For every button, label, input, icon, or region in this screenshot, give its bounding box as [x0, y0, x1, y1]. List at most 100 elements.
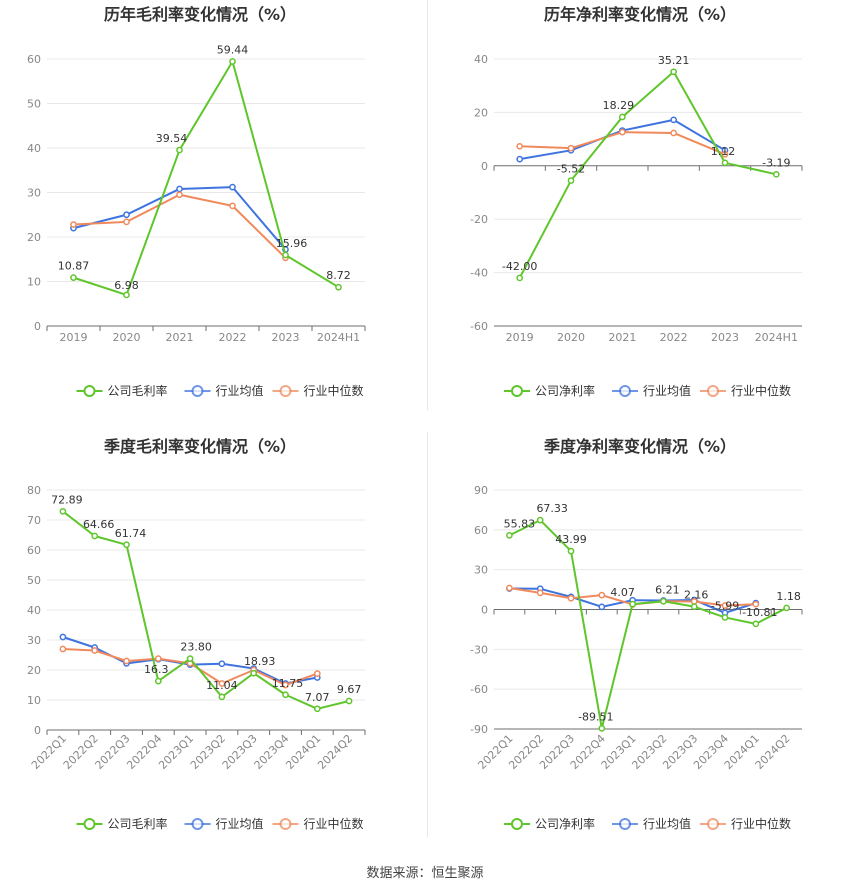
- y-tick-label: 10: [27, 694, 41, 707]
- data-point-industry_median: [752, 600, 760, 608]
- data-point-industry_median: [229, 202, 236, 210]
- data-label: 6.21: [655, 583, 680, 596]
- legend-marker-company: [511, 385, 523, 397]
- data-label: 72.89: [51, 493, 83, 506]
- y-tick-label: -20: [470, 213, 488, 226]
- chart-quarterly-net-margin-svg: 季度净利率变化情况（%）-90-60-3003060902022Q12022Q2…: [470, 437, 803, 831]
- data-label: 1.12: [711, 145, 736, 158]
- x-tick-label: 2019: [60, 331, 88, 344]
- data-point-company: [567, 177, 575, 184]
- data-label: 18.29: [603, 99, 635, 112]
- data-label: 43.99: [555, 533, 587, 546]
- data-label: 15.96: [276, 237, 308, 250]
- data-label: 9.67: [337, 683, 362, 696]
- data-point-company: [176, 146, 183, 154]
- data-label: -10.81: [742, 606, 777, 619]
- data-label: 59.44: [217, 43, 249, 56]
- data-point-company: [721, 614, 729, 621]
- y-tick-label: 30: [474, 564, 488, 577]
- y-tick-label: 50: [27, 98, 41, 111]
- y-tick-label: 40: [474, 53, 488, 66]
- data-label: 4.07: [610, 586, 635, 599]
- data-point-industry_median: [70, 221, 77, 228]
- x-tick-label: 2020: [557, 331, 585, 344]
- data-point-company: [186, 655, 194, 662]
- x-tick-label: 2022: [660, 331, 688, 344]
- data-source-value: 恒生聚源: [431, 866, 484, 881]
- y-tick-label: 40: [27, 604, 41, 617]
- data-point-company: [123, 541, 130, 549]
- data-point-company: [670, 68, 678, 76]
- data-label: 39.54: [156, 132, 188, 145]
- y-tick-label: 0: [34, 320, 41, 333]
- data-point-company: [690, 603, 698, 610]
- data-label: 10.87: [58, 260, 90, 273]
- data-point-industry_median: [598, 591, 606, 599]
- data-point-industry_median: [91, 647, 99, 654]
- legend-label-industry_median: 行业中位数: [304, 383, 364, 398]
- x-tick-label: 2019: [506, 331, 534, 344]
- data-point-industry_median: [721, 150, 729, 158]
- y-tick-label: -90: [470, 723, 488, 736]
- data-point-company: [772, 170, 780, 178]
- data-point-company: [282, 691, 289, 699]
- legend-marker-company: [511, 818, 523, 830]
- data-point-industry_median: [618, 128, 626, 136]
- data-label: 8.72: [326, 269, 351, 282]
- chart-title: 季度净利率变化情况（%）: [543, 437, 736, 456]
- y-tick-label: 50: [27, 574, 41, 587]
- x-tick-label: 2023: [711, 331, 739, 344]
- x-tick-label: 2022: [219, 331, 247, 344]
- data-label: -5.99: [711, 599, 739, 612]
- data-point-industry_avg: [229, 183, 236, 191]
- x-tick-label: 2021: [608, 331, 636, 344]
- data-point-industry_avg: [670, 116, 678, 124]
- legend-marker-company: [83, 385, 96, 397]
- data-label: 61.74: [115, 527, 147, 540]
- data-label: 55.83: [504, 517, 536, 530]
- data-label: 16.3: [144, 663, 169, 676]
- data-label: 67.33: [536, 502, 568, 515]
- data-label: -3.19: [762, 156, 790, 169]
- data-point-company: [335, 283, 342, 291]
- legend-label-company: 公司毛利率: [108, 383, 168, 398]
- y-tick-label: 0: [34, 724, 41, 737]
- data-point-company: [721, 159, 729, 167]
- series-line-company: [508, 519, 788, 730]
- legend-marker-industry_avg: [619, 818, 631, 830]
- data-point-industry_median: [506, 584, 513, 592]
- data-point-industry_median: [123, 218, 130, 226]
- data-point-company: [506, 532, 513, 539]
- legend-marker-industry_avg: [191, 385, 204, 397]
- data-point-industry_median: [536, 589, 544, 597]
- data-point-industry_median: [567, 594, 575, 602]
- series-line-company: [518, 70, 777, 279]
- data-point-company: [598, 724, 606, 732]
- y-tick-label: 30: [27, 187, 41, 200]
- data-point-company: [59, 507, 67, 515]
- chart-annual-net-margin-svg: 历年净利率变化情况（%） -60 -40 -20 0 20 40 2019 2020 2021 20…: [470, 5, 803, 398]
- data-point-industry_median: [721, 602, 729, 609]
- data-point-industry_avg: [218, 660, 226, 668]
- data-label: -42.00: [502, 260, 537, 273]
- legend-marker-industry_median: [707, 385, 719, 397]
- x-tick-label: 2020: [113, 331, 141, 344]
- data-point-industry_avg: [598, 603, 606, 611]
- chart-quarterly-net-margin: 季度净利率变化情况（%） -90 -60 -30 0 30 60 90 2022Q1 2022Q2…: [430, 430, 850, 845]
- x-tick-label: 2024H1: [317, 331, 360, 344]
- y-tick-label: 20: [27, 231, 41, 244]
- data-label: 23.80: [180, 641, 212, 654]
- data-label: 11.04: [206, 679, 238, 692]
- data-point-company: [282, 251, 289, 259]
- data-point-industry_median: [218, 680, 226, 687]
- chart-annual-net-margin: 历年净利率变化情况（%） -60 -40 -20 0 20 40 2019 2020 2021 20…: [430, 0, 850, 410]
- chart-annual-gross-margin-svg: 历年毛利率变化情况（%） 0 10 20 30 40 50 60 2019 2020 2021 202…: [27, 5, 366, 398]
- data-point-company: [660, 597, 667, 605]
- legend-label-industry_avg: 行业均值: [643, 816, 691, 831]
- data-label: 64.66: [83, 518, 115, 531]
- data-point-company: [91, 532, 99, 540]
- y-tick-label: -60: [470, 320, 488, 333]
- y-tick-label: 70: [27, 514, 41, 527]
- data-point-industry_median: [670, 129, 678, 137]
- legend-marker-industry_median: [279, 385, 292, 397]
